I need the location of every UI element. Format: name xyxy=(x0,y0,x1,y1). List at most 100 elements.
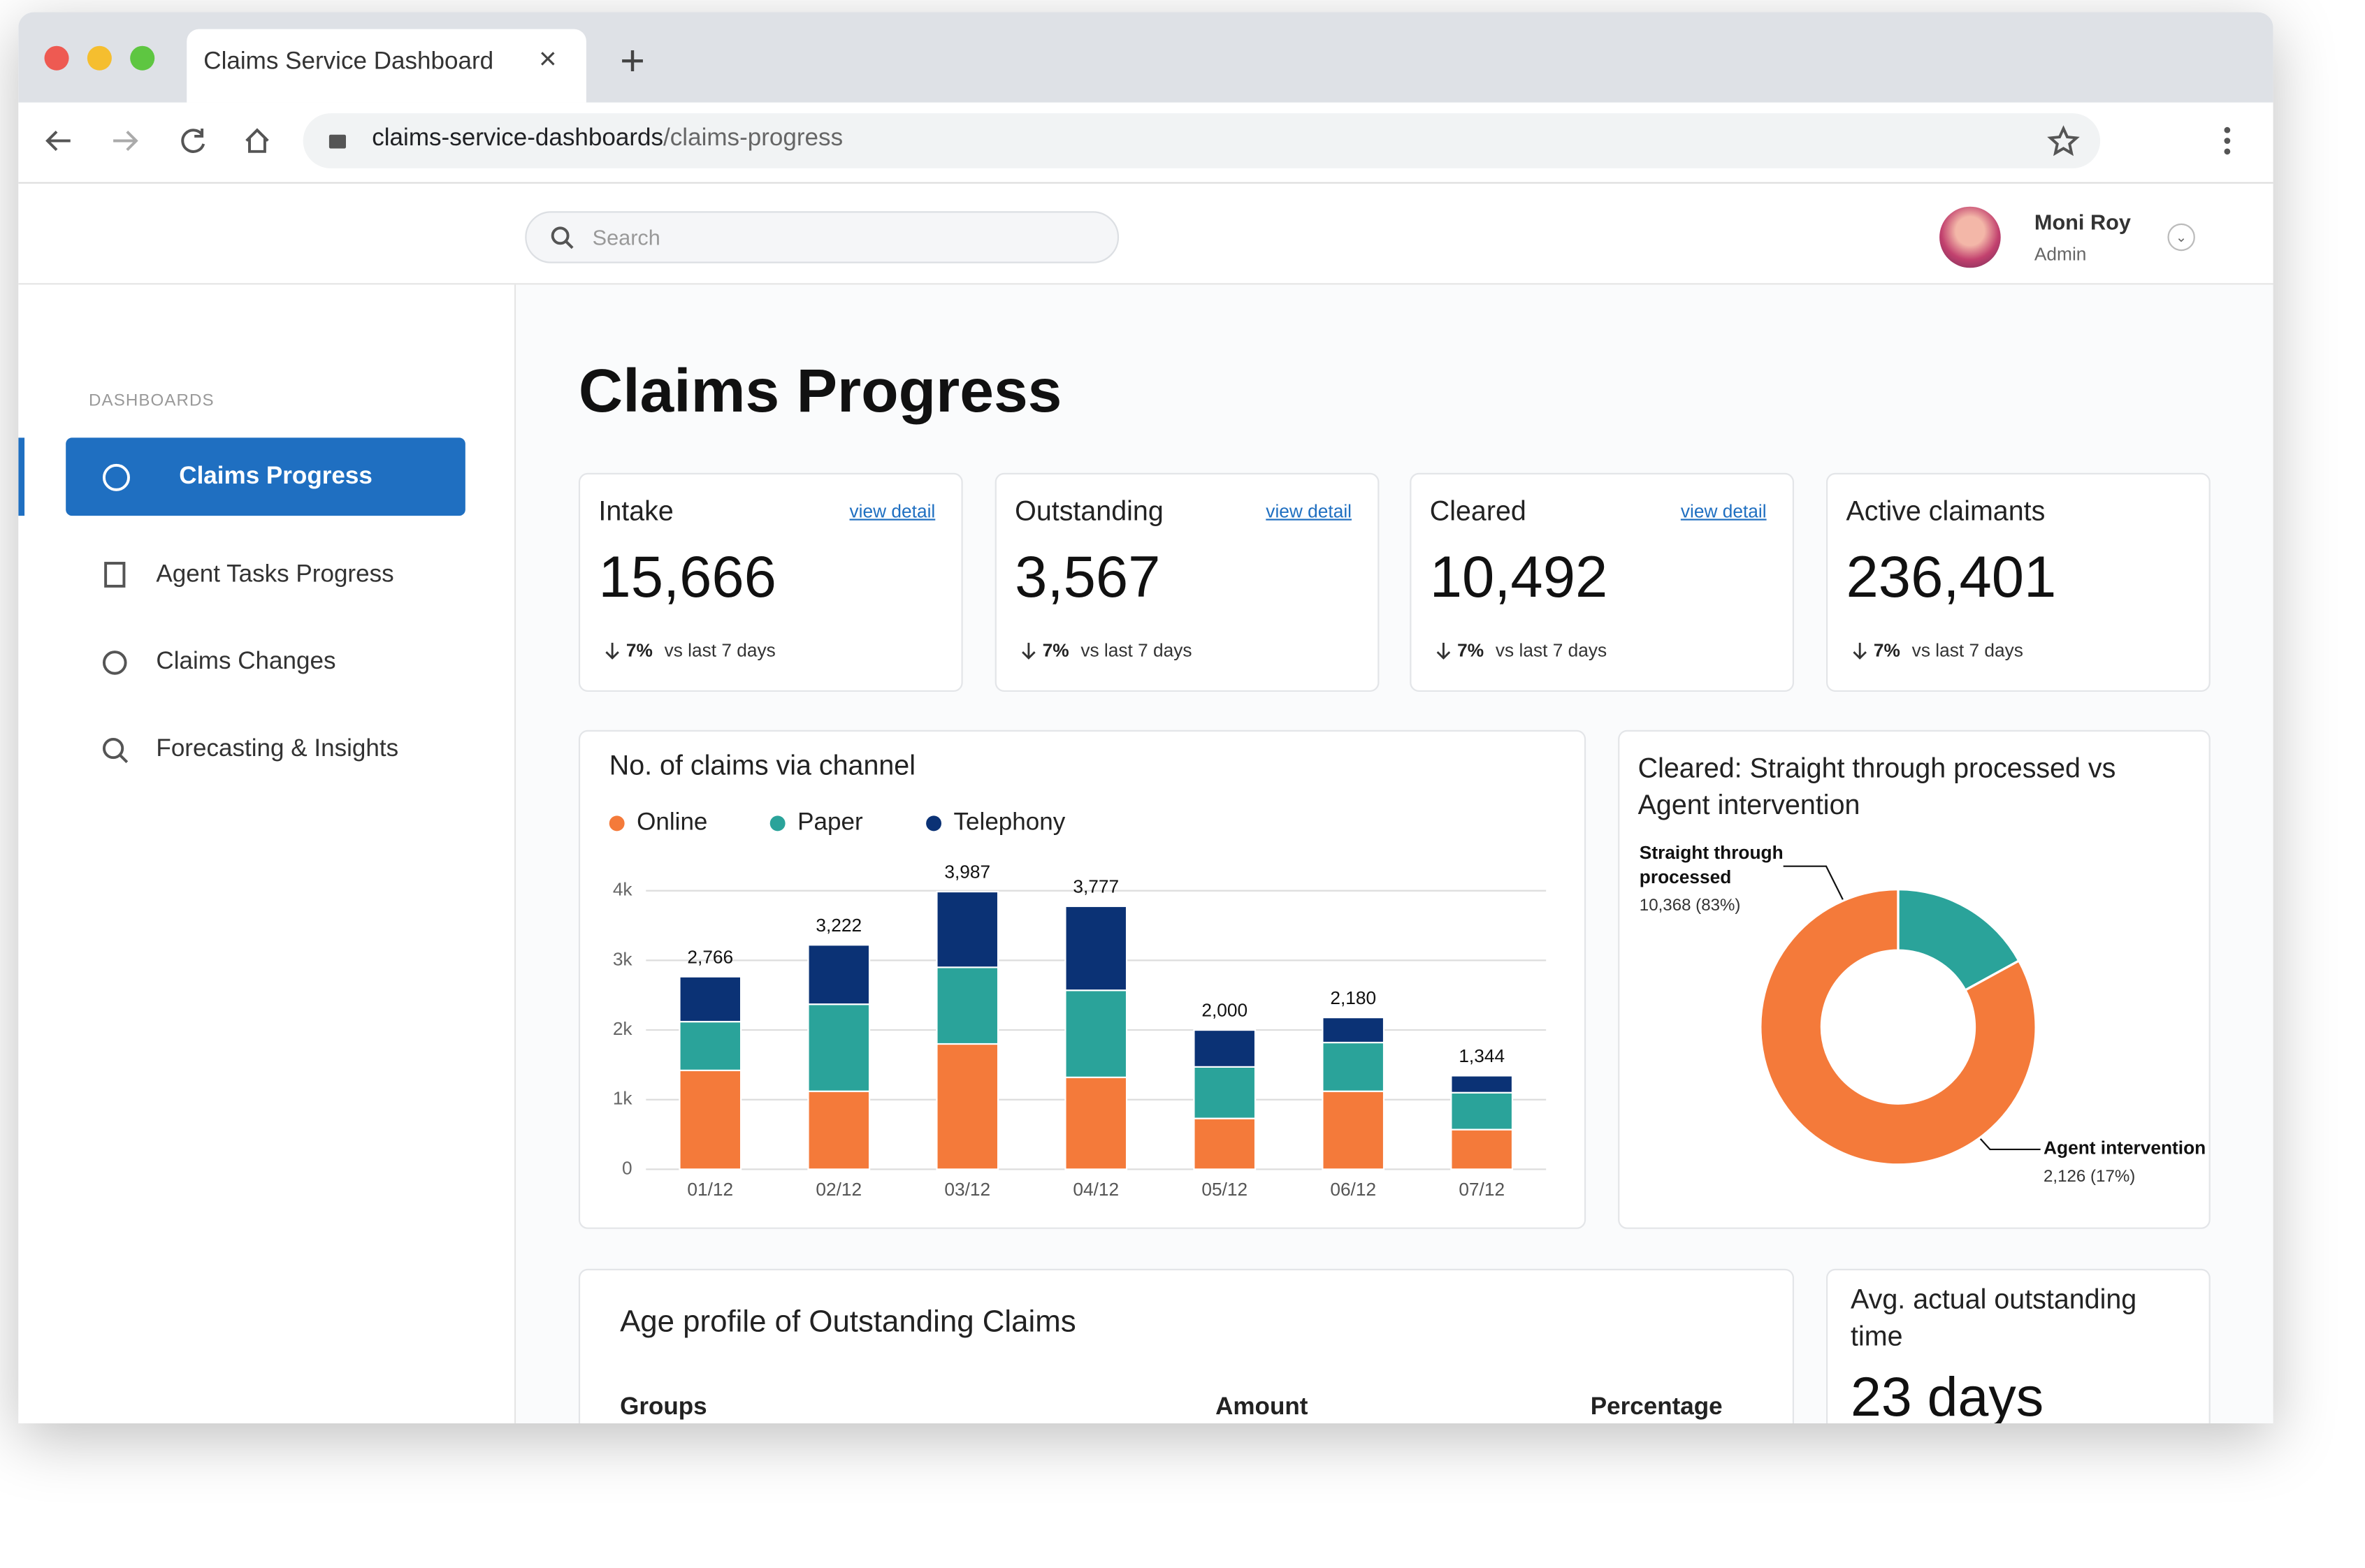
address-bar[interactable] xyxy=(303,113,2101,168)
legend-marker xyxy=(609,815,625,832)
legend-label: Telephony xyxy=(954,808,1066,836)
age-profile-card xyxy=(578,1268,1795,1423)
kpi-label: Cleared xyxy=(1429,495,1526,527)
column-header: Percentage xyxy=(1590,1394,1723,1421)
active-indicator xyxy=(18,437,25,516)
donut-value-label: 10,368 (83%) xyxy=(1639,896,1741,915)
avg-time-value: 23 days xyxy=(1851,1365,2044,1423)
donut-slice xyxy=(1759,887,2037,1166)
donut-value-label: 2,126 (17%) xyxy=(2044,1168,2136,1186)
total-label: 2,766 xyxy=(687,946,733,967)
user-role: Admin xyxy=(2034,243,2087,265)
home[interactable] xyxy=(245,128,269,153)
down-arrow xyxy=(1022,642,1036,660)
donut-title: Cleared: Straight through processed vs A… xyxy=(1637,753,2116,820)
bar-segment xyxy=(1450,1075,1514,1094)
y-tick-label: 3k xyxy=(613,948,633,969)
user-menu[interactable]: ⌄ xyxy=(2167,223,2195,252)
max-light[interactable] xyxy=(130,45,155,71)
kpi-link[interactable]: view detail xyxy=(1266,500,1352,522)
total-label: 1,344 xyxy=(1459,1045,1505,1066)
kpi-period: vs last 7 days xyxy=(1911,639,2023,662)
x-tick-label: 02/12 xyxy=(816,1179,862,1200)
x-tick-label: 04/12 xyxy=(1073,1179,1119,1200)
legend-marker xyxy=(769,815,786,832)
search-box[interactable] xyxy=(525,211,1120,263)
section-title: Age profile of Outstanding Claims xyxy=(620,1305,1076,1340)
x-tick-label: 01/12 xyxy=(687,1179,733,1200)
min-light[interactable] xyxy=(87,45,112,71)
url-path: /claims-progress xyxy=(663,125,844,152)
bar-segment xyxy=(936,890,999,968)
column-header: Groups xyxy=(620,1394,707,1421)
chart-title: No. of claims via channel xyxy=(609,750,916,781)
new-tab[interactable]: + xyxy=(620,36,645,85)
back[interactable] xyxy=(45,130,71,152)
kpi-card xyxy=(995,472,1380,692)
bar-segment xyxy=(807,1003,871,1092)
down-arrow xyxy=(1853,642,1867,660)
donut-slice xyxy=(1897,887,2021,992)
nav-item[interactable]: Forecasting & Insights xyxy=(156,736,399,762)
forward[interactable] xyxy=(113,130,138,152)
tab-close[interactable]: × xyxy=(538,43,557,77)
legend-marker xyxy=(926,815,942,832)
kpi-label: Active claimants xyxy=(1846,495,2046,527)
x-tick-label: 03/12 xyxy=(944,1179,990,1200)
kpi-label: Intake xyxy=(598,495,674,527)
tab-title: Claims Service Dashboard xyxy=(203,49,494,75)
down-arrow xyxy=(605,642,619,660)
legend-label: Paper xyxy=(797,808,863,836)
total-label: 3,777 xyxy=(1073,876,1119,897)
nav-item-active[interactable] xyxy=(66,437,465,516)
kpi-card xyxy=(1826,472,2211,692)
bar-segment xyxy=(1322,1090,1385,1170)
column-header: Amount xyxy=(1215,1394,1308,1421)
kpi-label: Outstanding xyxy=(1015,495,1164,527)
total-label: 2,000 xyxy=(1201,1000,1247,1021)
nav-icon xyxy=(102,651,127,675)
bookmark[interactable] xyxy=(2047,125,2080,157)
bar-segment xyxy=(807,944,871,1006)
search-icon xyxy=(551,226,570,245)
sidebar-section: DASHBOARDS xyxy=(89,391,215,410)
kpi-period: vs last 7 days xyxy=(664,639,776,662)
nav-item[interactable]: Claims Changes xyxy=(156,648,336,675)
bar-segment xyxy=(1193,1117,1257,1170)
nav-item[interactable]: Claims Progress xyxy=(179,463,373,490)
bar-segment xyxy=(679,975,742,1023)
tab[interactable] xyxy=(187,29,586,103)
bar-segment xyxy=(1450,1091,1514,1131)
bar-segment xyxy=(1322,1041,1385,1092)
menu-dots[interactable] xyxy=(2224,126,2231,155)
kpi-card xyxy=(1410,472,1795,692)
nav-icon xyxy=(102,737,124,760)
kpi-change: 7% xyxy=(625,639,653,662)
kpi-link[interactable]: view detail xyxy=(1680,500,1767,522)
kpi-card xyxy=(578,472,963,692)
close-light[interactable] xyxy=(44,45,69,71)
bar-segment xyxy=(1064,905,1128,992)
url: claims-service-dashboards/claims-progres… xyxy=(372,126,843,153)
kpi-change: 7% xyxy=(1042,639,1069,662)
avatar[interactable] xyxy=(1939,206,2001,268)
avg-time-label: Avg. actual outstanding time xyxy=(1851,1284,2137,1352)
reload[interactable] xyxy=(181,128,205,153)
down-arrow xyxy=(1436,642,1451,660)
nav-icon xyxy=(102,463,130,491)
y-tick-label: 1k xyxy=(613,1088,633,1109)
kpi-value: 236,401 xyxy=(1846,546,2057,611)
bar-segment xyxy=(679,1021,742,1071)
total-label: 3,222 xyxy=(816,915,862,936)
kpi-change: 7% xyxy=(1873,639,1900,662)
nav-item[interactable]: Agent Tasks Progress xyxy=(156,561,394,588)
bar-segment xyxy=(679,1069,742,1170)
total-label: 2,180 xyxy=(1330,987,1376,1008)
bar-segment xyxy=(1064,989,1128,1078)
y-tick-label: 2k xyxy=(613,1018,633,1039)
kpi-link[interactable]: view detail xyxy=(849,500,936,522)
y-tick-label: 0 xyxy=(622,1157,632,1178)
donut-label: Straight through processed xyxy=(1639,841,1784,888)
bar-segment xyxy=(1193,1066,1257,1119)
